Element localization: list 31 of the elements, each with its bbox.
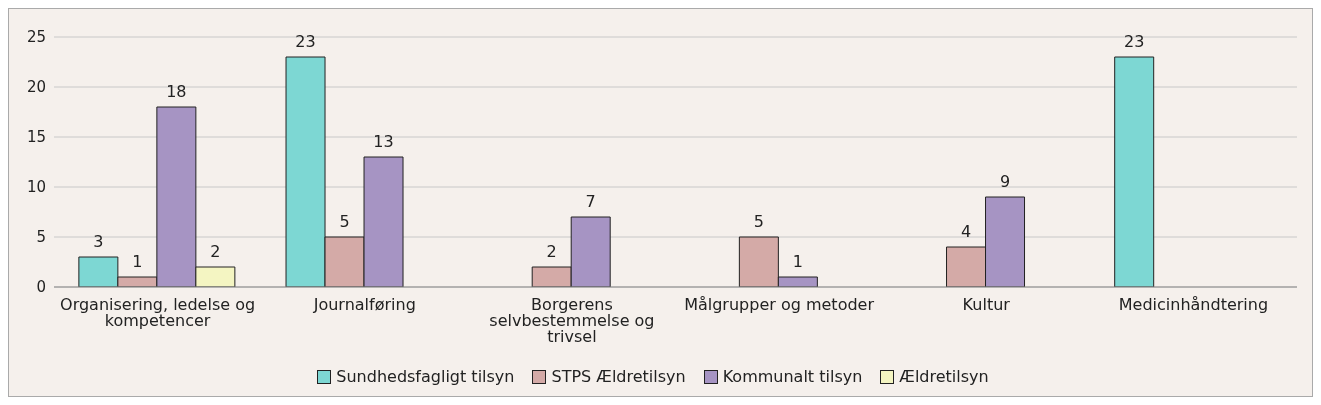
y-tick-label: 5 bbox=[36, 228, 46, 247]
data-label: 13 bbox=[373, 132, 394, 151]
data-label: 3 bbox=[93, 232, 104, 251]
legend-label: Kommunalt tilsyn bbox=[722, 367, 863, 386]
x-tick-label: Medicinhåndtering bbox=[1118, 295, 1269, 315]
data-label: 1 bbox=[792, 252, 803, 271]
data-label: 9 bbox=[999, 172, 1011, 191]
x-tick-label: Kultur bbox=[962, 295, 1011, 315]
data-label: 2 bbox=[546, 242, 557, 261]
x-tick-label: Journalføring bbox=[312, 295, 416, 315]
data-label: 5 bbox=[339, 212, 350, 231]
legend-label: Ældretilsyn bbox=[899, 367, 989, 386]
x-tick-label: Målgrupper og metoder bbox=[684, 295, 875, 315]
y-tick-label: 15 bbox=[26, 128, 46, 147]
data-label: 23 bbox=[295, 32, 316, 51]
x-tick-label: Borgerens selvbestemmelse og trivsel bbox=[489, 295, 655, 347]
data-label: 23 bbox=[1124, 32, 1145, 51]
data-label: 5 bbox=[753, 212, 764, 231]
y-tick-label: 0 bbox=[36, 278, 46, 297]
y-tick-label: 25 bbox=[26, 28, 46, 47]
y-tick-label: 20 bbox=[26, 78, 46, 97]
data-label: 1 bbox=[132, 252, 143, 271]
data-label: 7 bbox=[585, 192, 596, 211]
y-tick-label: 10 bbox=[26, 178, 46, 197]
data-label: 2 bbox=[210, 242, 221, 261]
legend-label: STPS Ældretilsyn bbox=[551, 367, 686, 386]
legend-label: Sundhedsfagligt tilsyn bbox=[336, 367, 515, 386]
data-label: 18 bbox=[166, 82, 187, 101]
x-tick-label: Organisering, ledelse og kompetencer bbox=[60, 295, 256, 331]
data-label: 4 bbox=[960, 222, 972, 241]
bar bbox=[1114, 56, 1155, 287]
